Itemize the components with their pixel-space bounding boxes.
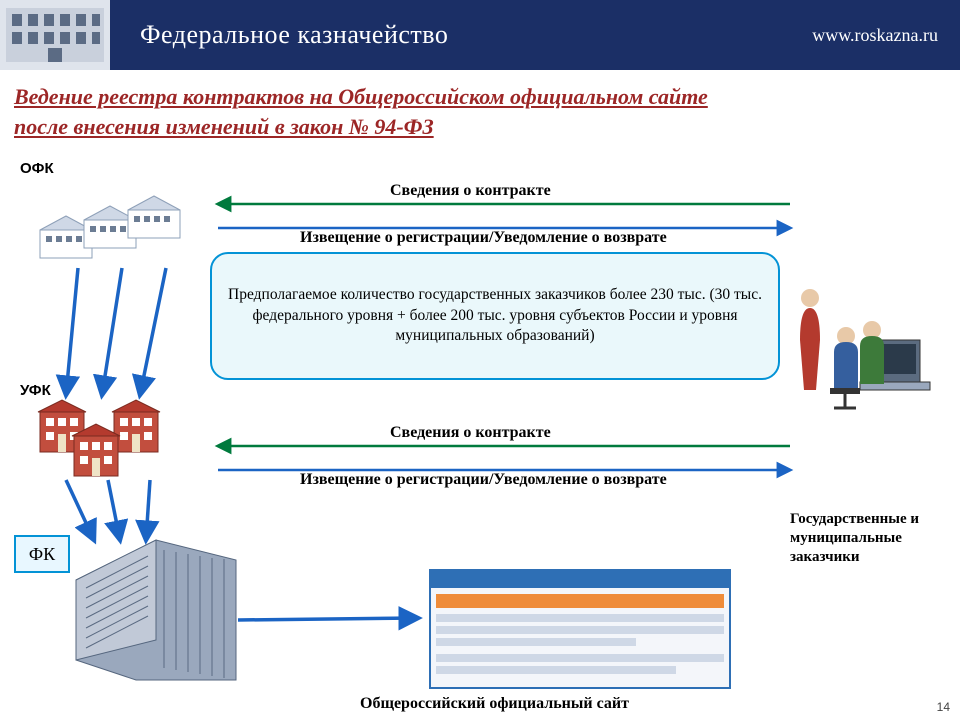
slide-title: Ведение реестра контрактов на Общероссий… <box>14 82 734 141</box>
flow-top-notice: Извещение о регистрации/Уведомление о во… <box>300 229 667 247</box>
arrow-ufk-fk-3 <box>146 480 150 540</box>
info-box: Предполагаемое количество государственны… <box>210 252 780 380</box>
ufk-buildings-icon <box>38 400 160 476</box>
arrow-ofk-ufk-2 <box>102 268 122 395</box>
customers-icon <box>800 289 930 408</box>
customers-label: Государственные и муниципальные заказчик… <box>790 510 950 566</box>
arrow-ufk-fk-1 <box>66 480 94 540</box>
website-screenshot-icon <box>430 570 730 688</box>
flow-top-contract: Сведения о контракте <box>390 182 551 200</box>
ofk-label: ОФК <box>20 160 54 177</box>
arrow-fk-site <box>238 618 418 620</box>
flow-mid-notice: Извещение о регистрации/Уведомление о во… <box>300 471 667 489</box>
page-number: 14 <box>937 700 950 714</box>
header-title: Федеральное казначейство <box>110 20 812 50</box>
ufk-label: УФК <box>20 382 51 399</box>
flow-mid-contract: Сведения о контракте <box>390 424 551 442</box>
site-label: Общероссийский официальный сайт <box>360 695 629 713</box>
arrow-ofk-ufk-3 <box>140 268 166 395</box>
ofk-buildings-icon <box>40 196 180 258</box>
fk-box: ФК <box>14 535 70 573</box>
header-url: www.roskazna.ru <box>812 25 960 46</box>
arrow-ofk-ufk-1 <box>66 268 78 395</box>
header-building-icon <box>0 0 110 70</box>
fk-building-icon <box>76 540 236 680</box>
header-bar: Федеральное казначейство www.roskazna.ru <box>0 0 960 70</box>
arrow-ufk-fk-2 <box>108 480 120 540</box>
